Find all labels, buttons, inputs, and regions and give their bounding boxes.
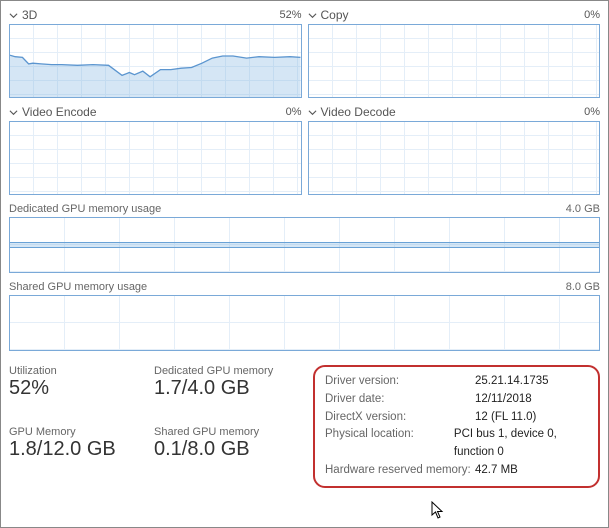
bar-max: 4.0 GB xyxy=(566,203,600,215)
chart-3d[interactable] xyxy=(9,24,302,98)
stat-dedicated: Dedicated GPU memory 1.7/4.0 GB xyxy=(154,365,299,418)
stat-shared: Shared GPU memory 0.1/8.0 GB xyxy=(154,426,299,479)
panel-title[interactable]: Video Decode xyxy=(321,105,396,119)
panel-video-decode: Video Decode 0% xyxy=(308,104,601,195)
stat-label: Utilization xyxy=(9,365,154,377)
detail-label: Hardware reserved memory: xyxy=(325,462,475,480)
panel-pct: 52% xyxy=(279,9,301,21)
stat-value: 52% xyxy=(9,377,154,400)
bar-max: 8.0 GB xyxy=(566,281,600,293)
detail-reserved: Hardware reserved memory: 42.7 MB xyxy=(325,462,588,480)
chevron-down-icon[interactable] xyxy=(9,108,18,117)
bar-header-shared: Shared GPU memory usage 8.0 GB xyxy=(9,273,600,295)
panel-pct: 0% xyxy=(584,9,600,21)
detail-label: Driver version: xyxy=(325,373,475,391)
detail-label: Driver date: xyxy=(325,391,475,409)
stats-left: Utilization 52% Dedicated GPU memory 1.7… xyxy=(9,365,299,488)
chart-video-decode[interactable] xyxy=(308,121,601,195)
detail-label: Physical location: xyxy=(325,426,454,462)
bar-title: Dedicated GPU memory usage xyxy=(9,203,161,215)
bar-dedicated[interactable] xyxy=(9,217,600,273)
panel-3d: 3D 52% xyxy=(9,7,302,98)
chevron-down-icon[interactable] xyxy=(308,108,317,117)
stat-utilization: Utilization 52% xyxy=(9,365,154,418)
detail-value: 25.21.14.1735 xyxy=(475,373,549,391)
stat-value: 1.7/4.0 GB xyxy=(154,377,299,400)
panel-pct: 0% xyxy=(286,106,302,118)
detail-value: 42.7 MB xyxy=(475,462,518,480)
chevron-down-icon[interactable] xyxy=(308,11,317,20)
panel-title[interactable]: Copy xyxy=(321,8,349,22)
panel-title[interactable]: 3D xyxy=(22,8,37,22)
stat-label: Dedicated GPU memory xyxy=(154,365,299,377)
detail-value: 12 (FL 11.0) xyxy=(475,409,536,427)
panel-pct: 0% xyxy=(584,106,600,118)
chart-video-encode[interactable] xyxy=(9,121,302,195)
panel-copy: Copy 0% xyxy=(308,7,601,98)
stat-value: 1.8/12.0 GB xyxy=(9,438,154,461)
panel-title[interactable]: Video Encode xyxy=(22,105,97,119)
chart-copy[interactable] xyxy=(308,24,601,98)
cursor-icon xyxy=(431,501,445,519)
chevron-down-icon[interactable] xyxy=(9,11,18,20)
stat-label: GPU Memory xyxy=(9,426,154,438)
driver-details-highlight: Driver version: 25.21.14.1735 Driver dat… xyxy=(313,365,600,488)
panel-video-encode: Video Encode 0% xyxy=(9,104,302,195)
detail-driver-date: Driver date: 12/11/2018 xyxy=(325,391,588,409)
detail-label: DirectX version: xyxy=(325,409,475,427)
detail-value: 12/11/2018 xyxy=(475,391,532,409)
bar-title: Shared GPU memory usage xyxy=(9,281,147,293)
stat-gpu-memory: GPU Memory 1.8/12.0 GB xyxy=(9,426,154,479)
detail-value: PCI bus 1, device 0, function 0 xyxy=(454,426,588,462)
stat-value: 0.1/8.0 GB xyxy=(154,438,299,461)
stat-label: Shared GPU memory xyxy=(154,426,299,438)
bar-shared[interactable] xyxy=(9,295,600,351)
detail-location: Physical location: PCI bus 1, device 0, … xyxy=(325,426,588,462)
bar-header-dedicated: Dedicated GPU memory usage 4.0 GB xyxy=(9,195,600,217)
chart-row-1: 3D 52% Copy 0% xyxy=(9,7,600,98)
detail-driver-version: Driver version: 25.21.14.1735 xyxy=(325,373,588,391)
bar-fill xyxy=(10,242,599,248)
chart-row-2: Video Encode 0% Video Decode 0% xyxy=(9,104,600,195)
stats-row: Utilization 52% Dedicated GPU memory 1.7… xyxy=(9,365,600,488)
detail-directx: DirectX version: 12 (FL 11.0) xyxy=(325,409,588,427)
